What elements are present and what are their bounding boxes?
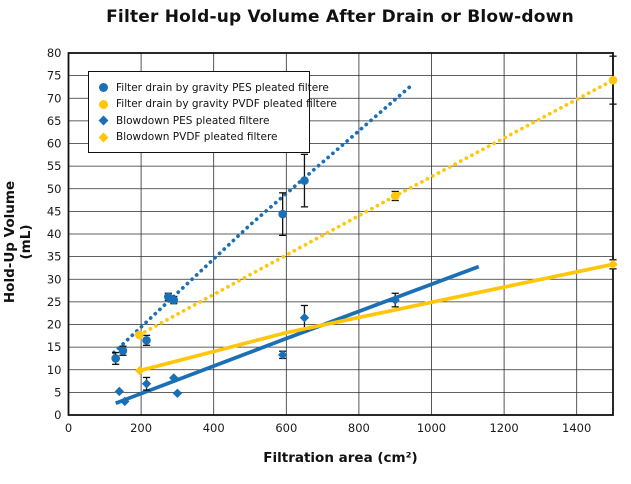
series-3 xyxy=(134,259,618,376)
legend-item-gravity-pes: Filter drain by gravity PES pleated filt… xyxy=(99,80,329,96)
legend-item-gravity-pvdf: Filter drain by gravity PVDF pleated fil… xyxy=(99,97,337,113)
diamond-marker xyxy=(114,386,125,397)
dashed-trend-line xyxy=(112,85,412,355)
y-tick-label: 0 xyxy=(54,408,61,422)
circle-marker xyxy=(608,75,618,85)
series-0 xyxy=(111,85,412,365)
plot-frame xyxy=(67,52,614,416)
diamond-marker xyxy=(299,313,310,323)
x-axis-label: Filtration area (cm²) xyxy=(263,450,418,466)
circle-marker xyxy=(300,176,309,185)
legend-label: Filter drain by gravity PES pleated filt… xyxy=(116,81,329,94)
y-tick-label: 40 xyxy=(47,227,62,241)
x-tick-label: 400 xyxy=(203,421,225,435)
y-tick-label: 50 xyxy=(47,182,62,196)
legend-label: Filter drain by gravity PVDF pleated fil… xyxy=(116,98,337,111)
diamond-marker-icon xyxy=(98,115,109,126)
diamond-marker xyxy=(390,295,400,305)
diamond-marker xyxy=(134,365,145,376)
y-tick-label: 45 xyxy=(47,204,62,218)
y-tick-label: 30 xyxy=(47,272,62,286)
y-tick-label: 25 xyxy=(47,295,62,309)
y-tick-label: 35 xyxy=(47,250,62,264)
x-tick-label: 1000 xyxy=(417,421,446,435)
legend-item-blowdown-pvdf: Blowdown PVDF pleated filtere xyxy=(98,130,301,146)
solid-trend-line xyxy=(115,264,480,405)
y-tick-label: 60 xyxy=(47,137,62,151)
diamond-marker xyxy=(169,373,179,383)
circle-marker-icon xyxy=(99,99,108,109)
diamond-marker-icon xyxy=(98,132,109,143)
diamond-marker xyxy=(608,259,618,270)
circle-marker xyxy=(111,354,120,363)
series-1 xyxy=(134,55,618,340)
x-tick-label: 600 xyxy=(275,421,297,435)
circle-marker xyxy=(142,336,151,345)
circle-marker xyxy=(118,346,128,356)
x-tick-label: 1400 xyxy=(562,421,591,435)
y-tick-label: 80 xyxy=(47,46,62,60)
circle-marker xyxy=(134,330,144,340)
legend-label: Blowdown PES pleated filtere xyxy=(116,114,270,127)
circle-marker xyxy=(278,209,287,219)
series-2 xyxy=(114,264,480,407)
x-tick-label: 1200 xyxy=(489,421,518,435)
y-tick-label: 5 xyxy=(54,385,61,399)
diamond-marker xyxy=(277,350,288,360)
diamond-marker xyxy=(120,396,130,407)
y-axis-label: Hold-Up Volume (mL) xyxy=(2,180,34,304)
y-tick-label: 55 xyxy=(47,159,62,173)
legend: Filter drain by gravity PES pleated filt… xyxy=(88,71,337,153)
circle-marker xyxy=(390,191,400,201)
circle-marker-icon xyxy=(99,83,108,93)
y-tick-label: 20 xyxy=(47,318,62,332)
circle-marker xyxy=(169,295,179,305)
legend-label: Blowdown PVDF pleated filtere xyxy=(116,131,278,144)
tick-labels: 0 200 400 600 800 1000 1200 1400 0 5 10 15 20 25 30 35 4… xyxy=(47,46,591,435)
x-tick-label: 800 xyxy=(348,421,370,435)
y-tick-label: 10 xyxy=(47,363,62,377)
diamond-marker xyxy=(141,379,152,389)
y-tick-label: 15 xyxy=(47,340,62,354)
y-tick-label: 70 xyxy=(47,91,62,105)
y-tick-label: 75 xyxy=(47,69,62,83)
y-tick-label: 65 xyxy=(47,114,62,128)
diamond-marker xyxy=(172,388,183,398)
chart-title: Filter Hold-up Volume After Drain or Blo… xyxy=(106,7,574,27)
legend-item-blowdown-pes: Blowdown PES pleated filtere xyxy=(98,113,301,129)
solid-trend-line xyxy=(139,262,614,373)
x-tick-label: 200 xyxy=(130,421,152,435)
x-tick-label: 0 xyxy=(65,421,72,435)
